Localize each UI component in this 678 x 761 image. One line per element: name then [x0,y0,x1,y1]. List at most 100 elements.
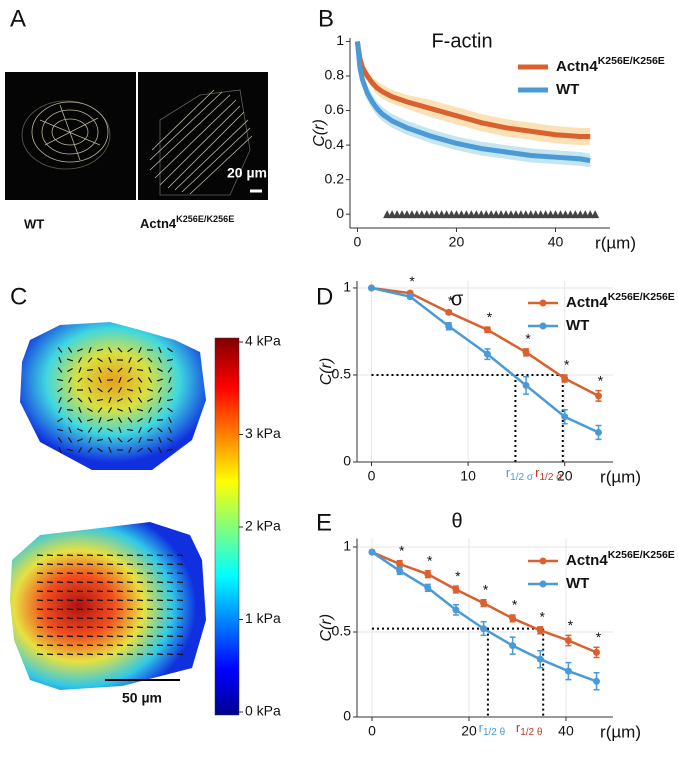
orientation-dash [126,653,134,656]
orientation-dash [116,554,124,557]
orientation-dash [36,599,44,602]
legend-marker [539,580,547,588]
point [396,567,404,575]
orientation-dash [66,590,74,593]
orientation-dash [106,599,114,602]
orientation-dash [77,428,83,432]
orientation-dash [166,590,174,593]
orientation-dash [176,572,184,575]
orientation-dash [78,366,82,374]
orientation-dash [36,644,44,647]
legend-label: WT [566,317,589,334]
orientation-dash [106,608,114,611]
orientation-dash [137,357,143,363]
orientation-dash [117,437,123,443]
orientation-dash [107,407,113,413]
orientation-dash [116,590,124,593]
orientation-dash [56,626,64,629]
chart: 00.510 10 20 r(µm)C(r)σr1/2 σ r1/2 σ******Ac… [318,273,675,486]
orientation-dash [36,572,44,575]
orientation-dash [96,438,104,442]
orientation-dash [126,563,134,566]
orientation-dash [156,626,164,629]
point [483,350,491,358]
significance-star: * [596,629,602,645]
orientation-dash [108,396,112,404]
orientation-dash [107,387,113,393]
orientation-dash [88,436,92,444]
orientation-dash [158,396,162,404]
orientation-dash [138,437,142,443]
reference-label-sub: 1/2 θ [520,727,543,738]
x-axis-label: r(µm) [595,233,636,252]
orientation-dash [138,386,142,394]
reference-label: r1/2 σ [506,465,534,482]
y-tick-label: 0.5 [332,623,352,639]
orientation-dash [66,626,74,629]
orientation-dash [148,417,152,423]
significance-star: * [525,331,531,347]
orientation-dash [66,563,74,566]
orientation-dash [157,387,163,393]
point [424,584,432,592]
orientation-dash [36,554,44,557]
orientation-dash [147,357,153,363]
significance-star: * [512,597,518,613]
orientation-dash [116,563,124,566]
orientation-dash [146,572,154,575]
orientation-dash [77,357,83,363]
panel-label: D [316,283,333,310]
orientation-dash [97,387,103,393]
orientation-dash [46,635,54,638]
orientation-dash [156,635,164,638]
point [445,322,453,330]
orientation-dash [156,599,164,602]
point [368,548,376,556]
colorbar-label: 4 kPa [245,333,281,349]
orientation-dash [67,397,73,403]
orientation-dash [118,377,122,383]
orientation-dash [176,590,184,593]
orientation-dash [146,635,154,638]
orientation-dash [96,581,104,584]
scale-bar-label: 50 µm [122,690,162,706]
x-axis-label: r(µm) [600,722,641,741]
point [564,637,572,644]
orientation-dash [116,644,124,647]
point [452,606,460,614]
orientation-dash [66,358,74,362]
orientation-dash [167,347,173,353]
legend-label: Actn4K256E/K256E [566,549,675,569]
image-label: WT [24,216,44,231]
orientation-dash [176,599,184,602]
panel-label: E [316,509,332,536]
orientation-dash [146,599,154,602]
orientation-dash [56,428,64,432]
y-axis-label: C(r) [318,614,335,642]
orientation-dash [97,407,103,413]
legend-label: WT [566,575,589,592]
orientation-dash [146,626,154,629]
reference-label: r1/2 θ [516,720,543,737]
orientation-dash [86,563,94,566]
orientation-dash [97,427,103,433]
orientation-dash [136,563,144,566]
orientation-dash [176,563,184,566]
orientation-dash [126,635,134,638]
orientation-dash [97,447,103,453]
orientation-dash [126,626,134,629]
orientation-dash [146,653,154,656]
orientation-dash [137,447,143,453]
orientation-dash [116,635,124,638]
orientation-dash [116,617,124,620]
orientation-dash [157,368,163,372]
point [509,642,517,650]
orientation-dash [36,608,44,611]
orientation-dash [86,418,94,422]
orientation-dash [116,626,124,629]
orientation-dash [116,599,124,602]
orientation-dash [76,653,84,656]
orientation-dash [156,653,164,656]
orientation-dash [56,599,64,602]
point [593,648,601,656]
